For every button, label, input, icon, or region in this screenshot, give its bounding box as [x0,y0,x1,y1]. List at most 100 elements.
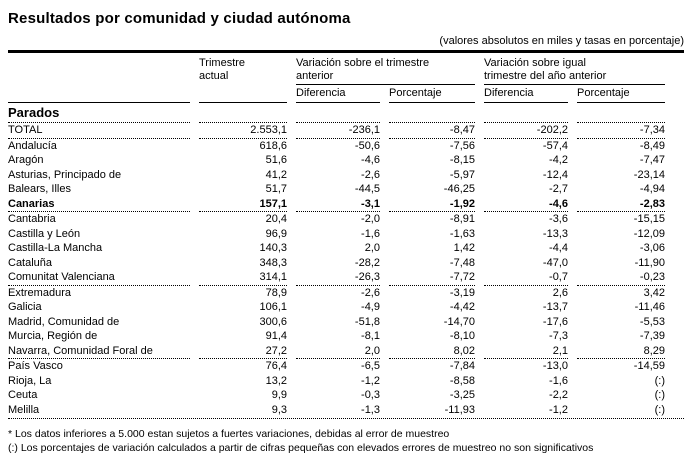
current-quarter-value: 91,4 [265,330,287,342]
table-top-rule [8,50,684,53]
yoy-percentage-value: -11,90 [634,256,665,269]
current-quarter-value: 9,3 [271,403,287,416]
region-name: Ceuta [8,389,38,401]
yoy-percentage-value: -4,94 [639,183,665,195]
qoq-percentage-value: -7,48 [449,256,475,269]
qoq-percentage-header: Porcentaje [389,85,475,103]
current-quarter-value: 51,7 [265,183,287,195]
current-quarter-value: 76,4 [265,360,287,372]
current-quarter-label: Trimestre actual [199,57,246,82]
current-quarter-value: 78,9 [265,286,287,299]
qoq-percentage-value: 1,42 [453,242,475,254]
qoq-difference-value: -2,6 [361,286,380,299]
current-quarter-value: 20,4 [265,213,287,225]
yoy-difference-value: -17,6 [542,315,568,328]
qoq-difference-header: Diferencia [296,85,380,103]
region-name: Balears, Illes [8,183,71,195]
current-quarter-value: 41,2 [265,168,287,181]
qoq-percentage-value: -8,58 [449,374,475,387]
region-name: Melilla [8,403,40,416]
current-quarter-value: 106,1 [259,301,287,313]
yoy-difference-value: -1,2 [549,403,568,416]
qoq-percentage-value: -7,56 [449,139,475,152]
region-name: Asturias, Principado de [8,168,122,181]
table-row: Andalucía 618,6 -50,6 -7,56 -57,4 -8,49 [8,139,665,154]
yoy-percentage-value: (:) [654,374,665,387]
region-name: Castilla y León [8,227,81,240]
section-title: Parados [8,105,60,120]
table-row: Castilla-La Mancha 140,3 2,0 1,42 -4,4 -… [8,241,665,256]
yoy-difference-value: -13,7 [542,301,568,313]
vs-year-ago-label: Variación sobre igual trimestre del año … [484,57,607,82]
region-name: País Vasco [8,360,63,372]
region-name: TOTAL [8,122,190,139]
section-header-row: Parados [8,103,665,122]
yoy-percentage-value: 3,42 [643,286,665,299]
qoq-percentage-value: -7,72 [389,270,475,286]
yoy-percentage-value: -11,46 [634,301,665,313]
qoq-percentage-value: -8,10 [449,330,475,342]
region-name: Andalucía [8,139,57,152]
region-name: Canarias [8,197,190,212]
qoq-percentage-value: -8,91 [449,213,475,225]
qoq-difference-value: -50,6 [354,139,380,152]
table-row: Rioja, La 13,2 -1,2 -8,58 -1,6 (:) [8,374,665,389]
footnotes: * Los datos inferiores a 5.000 estan suj… [8,418,684,455]
region-name: Rioja, La [8,374,52,387]
table-row: Balears, Illes 51,7 -44,5 -46,25 -2,7 -4… [8,182,665,197]
yoy-difference-value: -3,6 [549,213,568,225]
current-quarter-value: 96,9 [265,227,287,240]
qoq-difference-value: -44,5 [354,183,380,195]
yoy-percentage-value: -7,47 [639,154,665,166]
qoq-difference-value: -1,2 [361,374,380,387]
vs-previous-quarter-label: Variación sobre el trimestre anterior [296,57,430,82]
yoy-percentage-value: -15,15 [633,213,665,225]
units-note: (valores absolutos en miles y tasas en p… [439,35,684,47]
current-quarter-value: 9,9 [271,389,287,401]
table-row: País Vasco 76,4 -6,5 -7,84 -13,0 -14,59 [8,359,665,374]
yoy-percentage-value: -3,06 [639,242,665,254]
qoq-difference-value: 2,0 [296,344,380,359]
table-row: Melilla 9,3 -1,3 -11,93 -1,2 (:) [8,403,665,418]
region-name: Comunitat Valenciana [8,270,190,286]
qoq-difference-value: -2,6 [361,168,380,181]
yoy-percentage-value: -2,83 [577,197,665,212]
yoy-percentage-value: -7,34 [577,122,665,139]
yoy-percentage-value: -5,53 [639,315,665,328]
table-row: Castilla y León 96,9 -1,6 -1,63 -13,3 -1… [8,227,665,242]
qoq-difference-value: -1,3 [361,403,380,416]
yoy-difference-value: -13,0 [542,360,568,372]
qoq-percentage-value: -1,92 [389,197,475,212]
current-quarter-value: 348,3 [259,256,287,269]
qoq-difference-value: 2,0 [364,242,380,254]
qoq-difference-value: -51,8 [354,315,380,328]
qoq-difference-value: -26,3 [296,270,380,286]
table-row-highlighted: Canarias 157,1 -3,1 -1,92 -4,6 -2,83 [8,197,665,212]
table-row: Extremadura 78,9 -2,6 -3,19 2,6 3,42 [8,286,665,301]
qoq-difference-value: -3,1 [296,197,380,212]
current-quarter-subheader-rule [199,85,287,103]
yoy-difference-value: -4,4 [549,242,568,254]
yoy-percentage-value: -23,14 [633,168,665,181]
region-name: Navarra, Comunidad Foral de [8,344,190,359]
yoy-difference-value: -47,0 [542,256,568,269]
current-quarter-value: 618,6 [259,139,287,152]
table-row: Ceuta 9,9 -0,3 -3,25 -2,2 (:) [8,388,665,403]
qoq-percentage-value: -8,47 [389,122,475,139]
table-row: Galicia 106,1 -4,9 -4,42 -13,7 -11,46 [8,300,665,315]
table-row: Navarra, Comunidad Foral de 27,2 2,0 8,0… [8,344,665,359]
qoq-difference-value: -4,9 [361,301,380,313]
region-name: Galicia [8,301,42,313]
footnote-sampling-error: * Los datos inferiores a 5.000 estan suj… [8,428,450,440]
region-name: Aragón [8,154,44,166]
region-name: Murcia, Región de [8,330,98,342]
yoy-percentage-value: (:) [654,389,665,401]
table-row: Cataluña 348,3 -28,2 -7,48 -47,0 -11,90 [8,256,665,271]
yoy-percentage-value: (:) [654,403,665,416]
qoq-percentage-value: -4,42 [449,301,475,313]
qoq-percentage-value: -46,25 [443,183,475,195]
sub-header-row: Diferencia Porcentaje Diferencia Porcent… [8,85,665,103]
table-row: Murcia, Región de 91,4 -8,1 -8,10 -7,3 -… [8,329,665,344]
yoy-percentage-value: -12,09 [633,227,665,240]
